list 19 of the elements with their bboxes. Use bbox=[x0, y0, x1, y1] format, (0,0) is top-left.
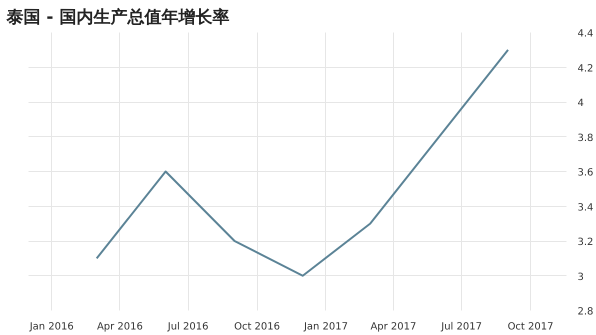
y-tick-label: 3 bbox=[578, 272, 584, 283]
y-tick-label: 2.8 bbox=[578, 306, 594, 318]
y-tick-label: 4 bbox=[578, 98, 584, 109]
y-tick-label: 3.4 bbox=[578, 202, 594, 214]
y-tick-label: 4.4 bbox=[578, 28, 594, 40]
x-tick-label: Jan 2017 bbox=[302, 322, 348, 332]
x-tick-label: Apr 2016 bbox=[96, 322, 143, 332]
x-tick-label: Jul 2017 bbox=[440, 322, 482, 332]
chart-title: 泰国 - 国内生产总值年增长率 bbox=[6, 8, 230, 28]
x-tick-label: Oct 2017 bbox=[508, 322, 554, 332]
x-tick-label: Jul 2016 bbox=[166, 322, 208, 332]
y-tick-label: 3.2 bbox=[578, 237, 594, 248]
line-series bbox=[96, 48, 510, 277]
y-tick-label: 4.2 bbox=[578, 63, 594, 74]
x-tick-label: Oct 2016 bbox=[234, 322, 280, 332]
x-tick-label: Jan 2016 bbox=[28, 322, 74, 332]
y-tick-label: 3.8 bbox=[578, 132, 594, 144]
x-tick-label: Apr 2017 bbox=[370, 322, 416, 332]
y-tick-label: 3.6 bbox=[578, 168, 594, 178]
